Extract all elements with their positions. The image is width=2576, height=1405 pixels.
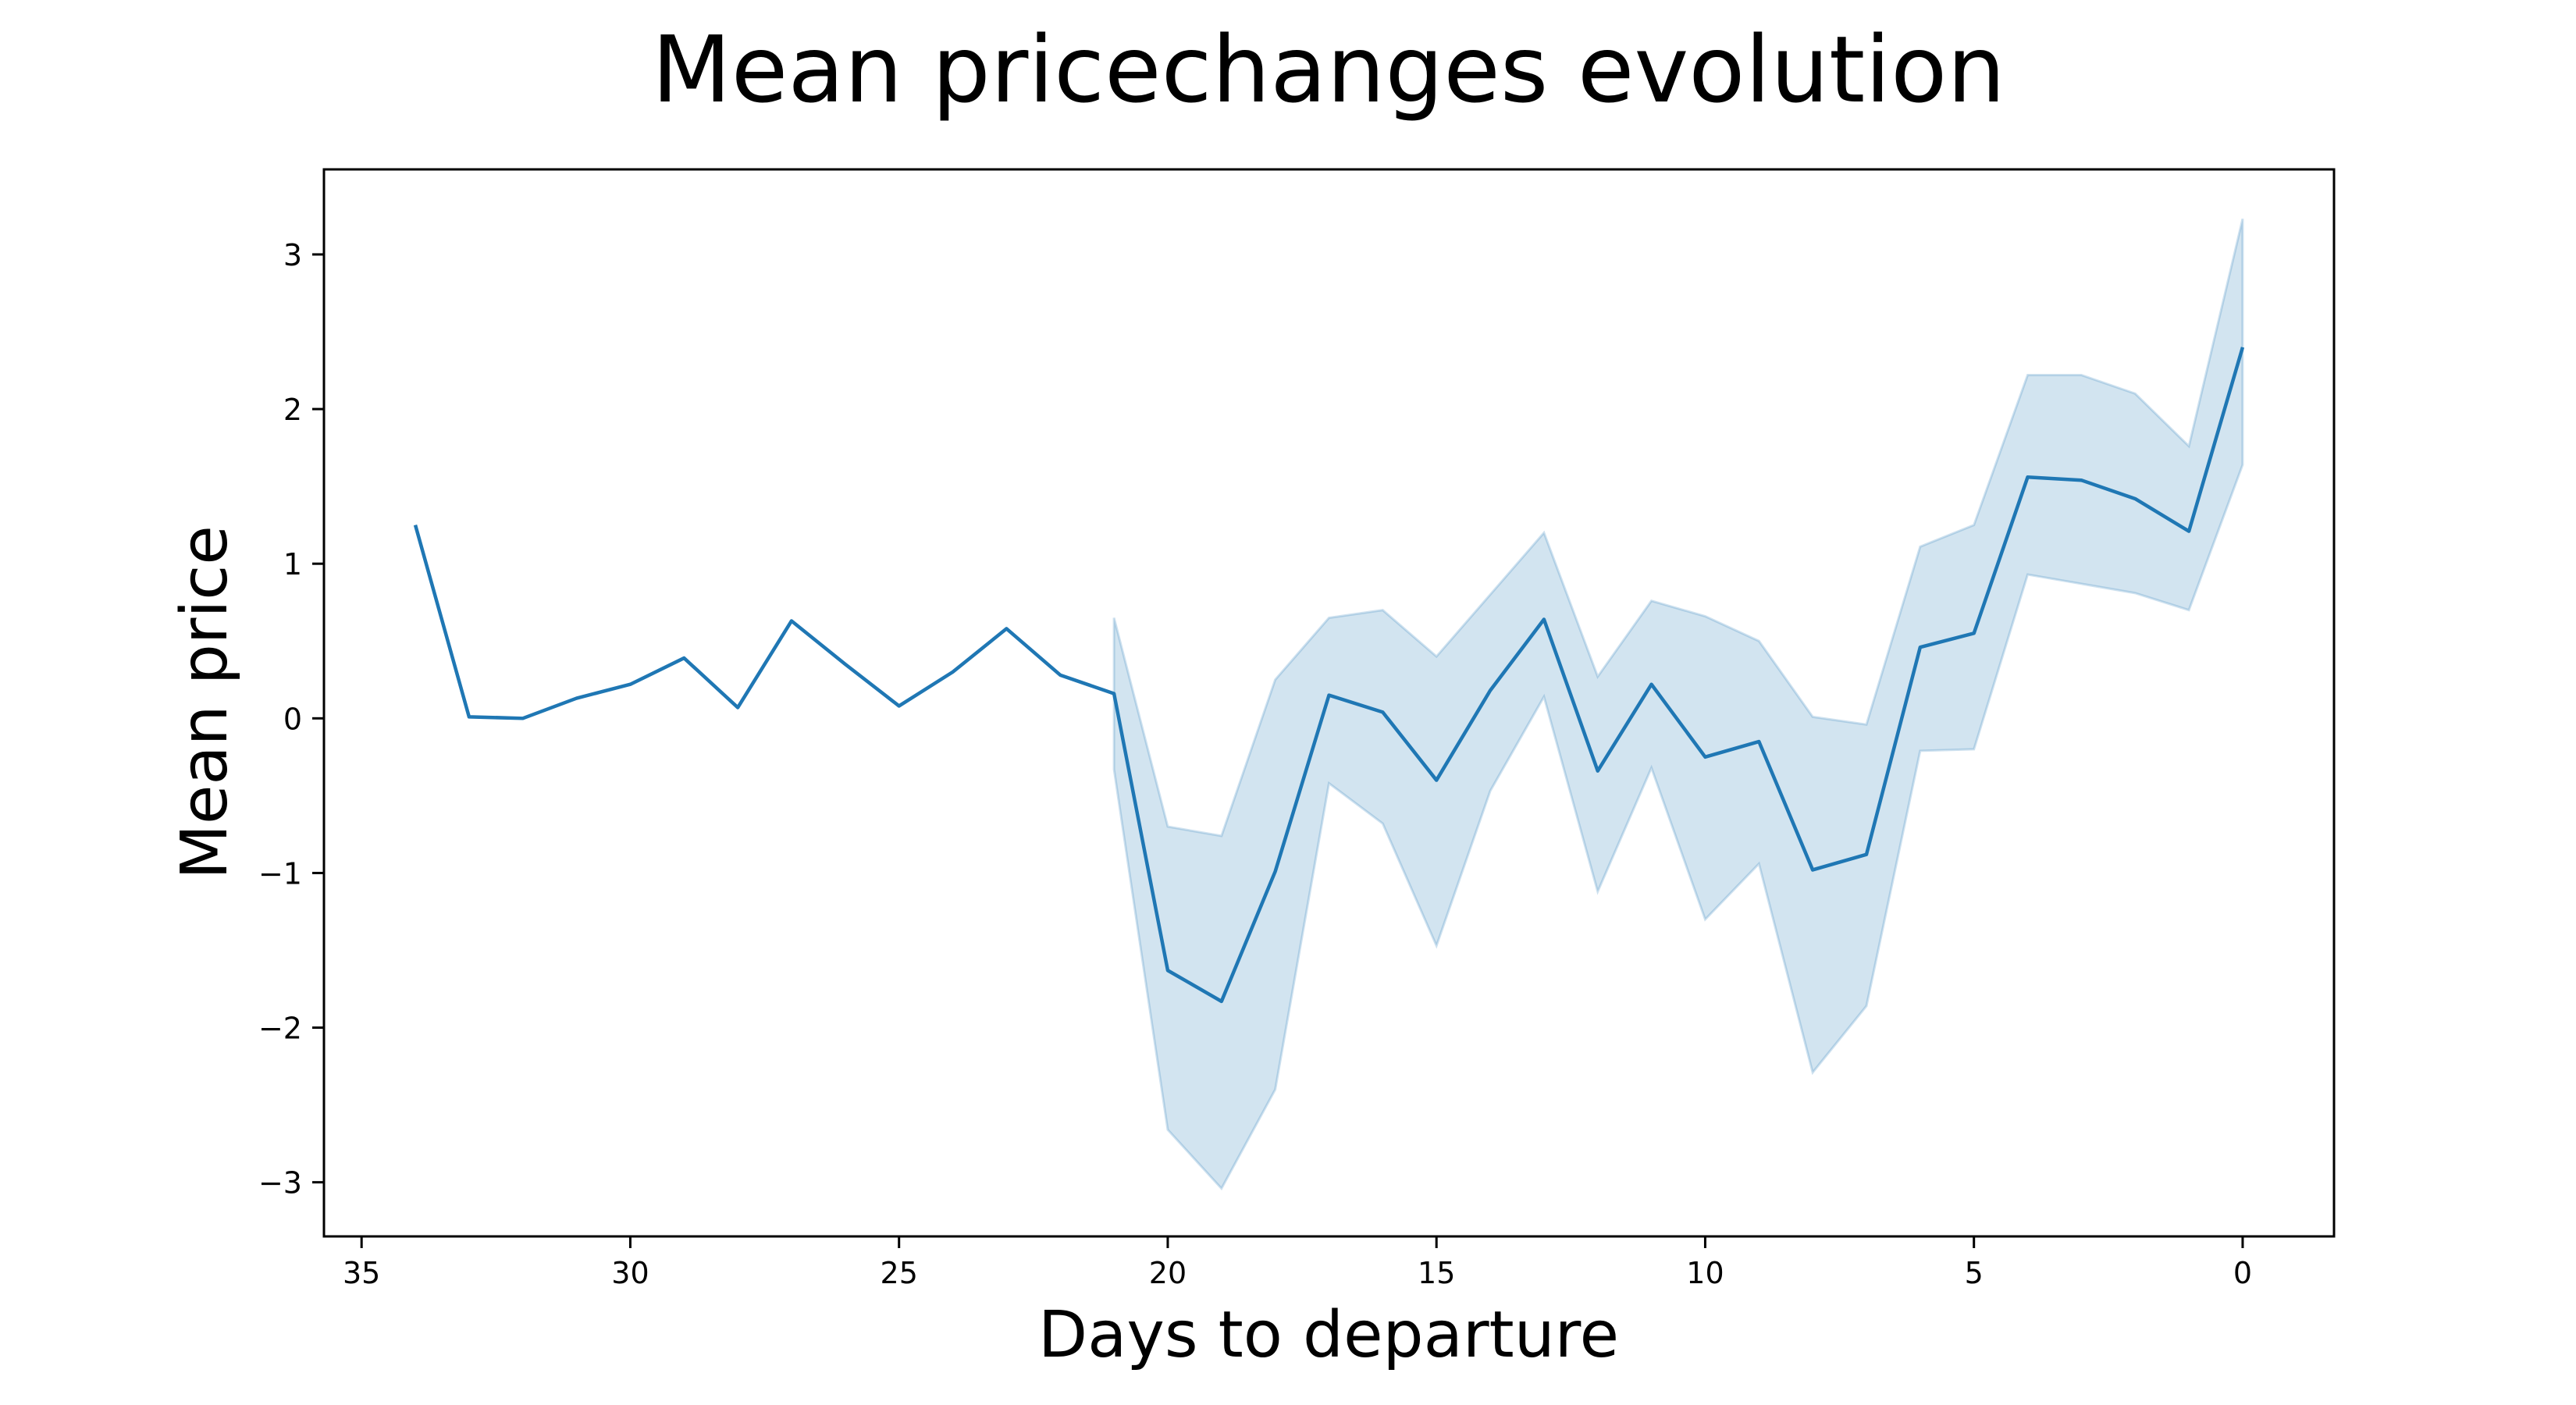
- y-tick-label: 2: [283, 393, 302, 427]
- plot-area: [413, 219, 2245, 1191]
- x-tick-label: 20: [1149, 1256, 1187, 1290]
- plot-frame: [322, 168, 2336, 1238]
- y-tick-label: 1: [283, 547, 302, 582]
- x-tick-label: 30: [611, 1256, 649, 1290]
- x-tick-label: 15: [1418, 1256, 1455, 1290]
- x-tick-label: 35: [343, 1256, 380, 1290]
- y-tick-label: −2: [258, 1012, 302, 1046]
- x-axis-ticks: 35 30 25 20 15 10 5 0: [343, 1236, 2252, 1290]
- y-tick-label: −3: [258, 1166, 302, 1200]
- confidence-band: [1112, 219, 2244, 1191]
- y-axis-label: Mean price: [168, 525, 242, 880]
- x-axis-label: Days to departure: [1038, 1298, 1619, 1372]
- y-axis-ticks: 3 2 1 0 −1 −2 −3: [258, 238, 324, 1200]
- chart-title: Mean pricechanges evolution: [652, 16, 2005, 123]
- y-tick-label: 0: [283, 702, 302, 736]
- y-tick-label: −1: [258, 856, 302, 891]
- x-tick-label: 25: [881, 1256, 918, 1290]
- x-tick-label: 5: [1965, 1256, 1984, 1290]
- y-tick-label: 3: [283, 238, 302, 272]
- x-tick-label: 10: [1686, 1256, 1724, 1290]
- x-tick-label: 0: [2233, 1256, 2252, 1290]
- mean-price-line: [413, 347, 2245, 1004]
